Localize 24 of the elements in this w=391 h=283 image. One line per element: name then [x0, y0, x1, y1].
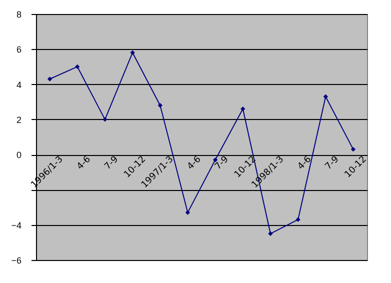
- point: [130, 50, 135, 55]
- y-tick-label: −4: [11, 220, 22, 230]
- y-tick-label: 8: [16, 10, 22, 20]
- x-tick-label: 7-9: [213, 154, 232, 172]
- y-tick-label: 0: [16, 150, 22, 160]
- x-tick-label: 4-6: [75, 154, 94, 172]
- x-tick-label: 7-9: [103, 154, 121, 172]
- point: [268, 231, 273, 236]
- point: [323, 94, 328, 99]
- x-tick-label: 7-9: [324, 154, 342, 172]
- y-tick-label: 6: [16, 44, 22, 55]
- point: [296, 217, 300, 222]
- point: [102, 117, 108, 122]
- point: [350, 146, 356, 152]
- point: [47, 76, 52, 82]
- point: [75, 64, 80, 70]
- y-tick-label: 2: [16, 114, 22, 125]
- y-tick-label: 4: [16, 80, 22, 90]
- x-tick-label: 4-6: [296, 154, 314, 172]
- x-tick-label: 4-6: [186, 154, 204, 172]
- point: [240, 106, 246, 112]
- point: [185, 210, 190, 215]
- point: [158, 103, 162, 108]
- y-tick-label: −6: [11, 256, 22, 266]
